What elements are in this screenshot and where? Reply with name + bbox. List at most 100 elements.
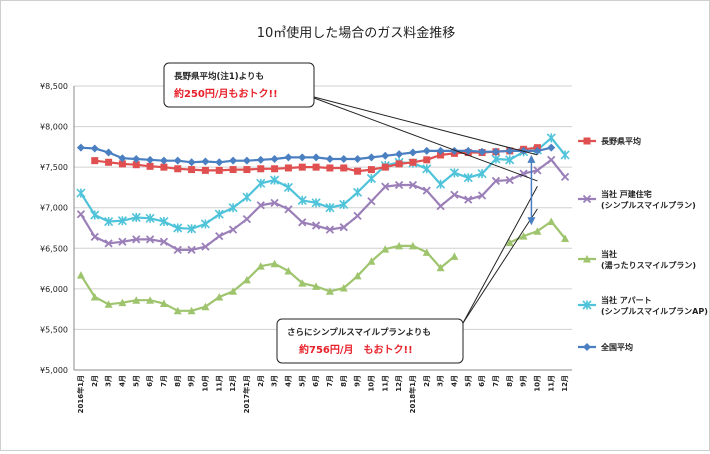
data-point bbox=[90, 210, 100, 220]
x-tick-label: 5月 bbox=[298, 375, 306, 387]
y-tick-label: ¥8,000 bbox=[40, 123, 68, 132]
data-point bbox=[561, 234, 570, 243]
x-tick-label: 8月 bbox=[340, 375, 348, 387]
data-point bbox=[257, 165, 265, 173]
data-point bbox=[583, 255, 591, 263]
data-point bbox=[298, 163, 306, 171]
data-point bbox=[271, 165, 279, 173]
y-tick-label: ¥7,500 bbox=[40, 163, 68, 172]
data-point bbox=[583, 343, 591, 351]
data-point bbox=[325, 225, 335, 234]
legend-label: 当社 アパート bbox=[601, 295, 652, 305]
data-point bbox=[242, 214, 252, 224]
data-point bbox=[366, 173, 376, 184]
x-tick-label: 8月 bbox=[174, 375, 182, 387]
series-group bbox=[76, 133, 570, 315]
data-point bbox=[215, 231, 224, 241]
data-point bbox=[582, 300, 592, 310]
data-point bbox=[394, 180, 404, 190]
legend-item: 当社 戸建住宅(シンプルスマイルプラン) bbox=[578, 189, 696, 210]
y-tick-label: ¥6,500 bbox=[40, 244, 68, 253]
data-point bbox=[422, 186, 431, 195]
data-point bbox=[312, 153, 321, 162]
data-point bbox=[91, 157, 99, 165]
data-point bbox=[353, 155, 362, 164]
data-point bbox=[187, 158, 196, 167]
data-point bbox=[533, 227, 542, 235]
legend-label: 当社 bbox=[601, 249, 617, 259]
data-point bbox=[298, 218, 307, 227]
data-point bbox=[437, 151, 445, 159]
data-point bbox=[270, 155, 279, 164]
data-point bbox=[131, 212, 141, 223]
legend-item: 全国平均 bbox=[578, 342, 633, 352]
x-tick-label: 2016年1月 bbox=[76, 375, 85, 413]
data-point bbox=[284, 267, 293, 275]
data-point bbox=[449, 168, 459, 178]
data-point bbox=[367, 257, 376, 265]
data-point bbox=[381, 163, 389, 171]
data-point bbox=[242, 275, 251, 284]
data-point bbox=[582, 194, 592, 204]
data-point bbox=[201, 302, 210, 311]
data-point bbox=[533, 166, 542, 175]
y-tick-label: ¥7,000 bbox=[40, 204, 68, 213]
data-point bbox=[367, 166, 375, 174]
y-axis-ticks: ¥5,000 ¥5,500 ¥6,000 ¥6,500 ¥7,000 ¥7,500 ¥8,0… bbox=[40, 82, 68, 375]
arrow-head bbox=[527, 217, 536, 226]
x-tick-label: 6月 bbox=[146, 375, 154, 387]
arrow-head bbox=[527, 154, 536, 163]
data-point bbox=[159, 156, 168, 165]
series-line bbox=[79, 220, 566, 312]
x-tick-label: 3月 bbox=[271, 375, 279, 387]
x-tick-label: 9月 bbox=[188, 375, 196, 387]
data-point bbox=[298, 153, 307, 162]
data-point bbox=[90, 144, 99, 153]
legend-label: 全国平均 bbox=[600, 342, 633, 352]
data-point bbox=[560, 172, 570, 182]
data-point bbox=[132, 155, 141, 164]
data-point bbox=[325, 287, 334, 295]
data-point bbox=[546, 133, 556, 143]
data-point bbox=[187, 306, 196, 315]
data-point bbox=[188, 166, 196, 174]
data-point bbox=[298, 279, 307, 287]
x-tick-label: 6月 bbox=[312, 375, 320, 387]
data-point bbox=[146, 155, 155, 164]
data-point bbox=[118, 237, 127, 246]
y-tick-label: ¥6,000 bbox=[40, 285, 68, 294]
x-tick-label: 4月 bbox=[450, 375, 458, 387]
data-point bbox=[422, 164, 432, 174]
data-point bbox=[519, 169, 528, 178]
x-tick-label: 3月 bbox=[105, 375, 113, 387]
data-point bbox=[354, 167, 362, 175]
series-2 bbox=[76, 217, 570, 315]
data-point bbox=[132, 235, 141, 244]
data-point bbox=[491, 154, 501, 164]
data-point bbox=[339, 199, 349, 210]
data-point bbox=[367, 153, 376, 162]
data-point bbox=[270, 259, 279, 268]
data-point bbox=[395, 160, 403, 168]
data-point bbox=[270, 198, 279, 207]
x-tick-label: 10月 bbox=[533, 375, 541, 392]
data-point bbox=[477, 169, 487, 179]
data-point bbox=[325, 155, 334, 164]
legend-label: (シンプルスマイルプラン) bbox=[601, 200, 696, 210]
data-point bbox=[104, 300, 113, 308]
legend-label: (湯ったりスマイルプラン) bbox=[601, 260, 696, 270]
data-point bbox=[436, 146, 445, 155]
data-point bbox=[547, 155, 556, 164]
callout-pointer bbox=[462, 208, 538, 324]
data-point bbox=[312, 163, 320, 171]
data-point bbox=[464, 146, 473, 155]
data-point bbox=[118, 154, 127, 163]
legend-item: 長野県平均 bbox=[578, 136, 641, 146]
x-tick-label: 9月 bbox=[520, 375, 528, 387]
x-tick-label: 4月 bbox=[118, 375, 126, 387]
data-point bbox=[505, 238, 514, 247]
data-point bbox=[325, 203, 335, 213]
data-point bbox=[173, 306, 182, 315]
x-tick-label: 11月 bbox=[547, 375, 555, 392]
